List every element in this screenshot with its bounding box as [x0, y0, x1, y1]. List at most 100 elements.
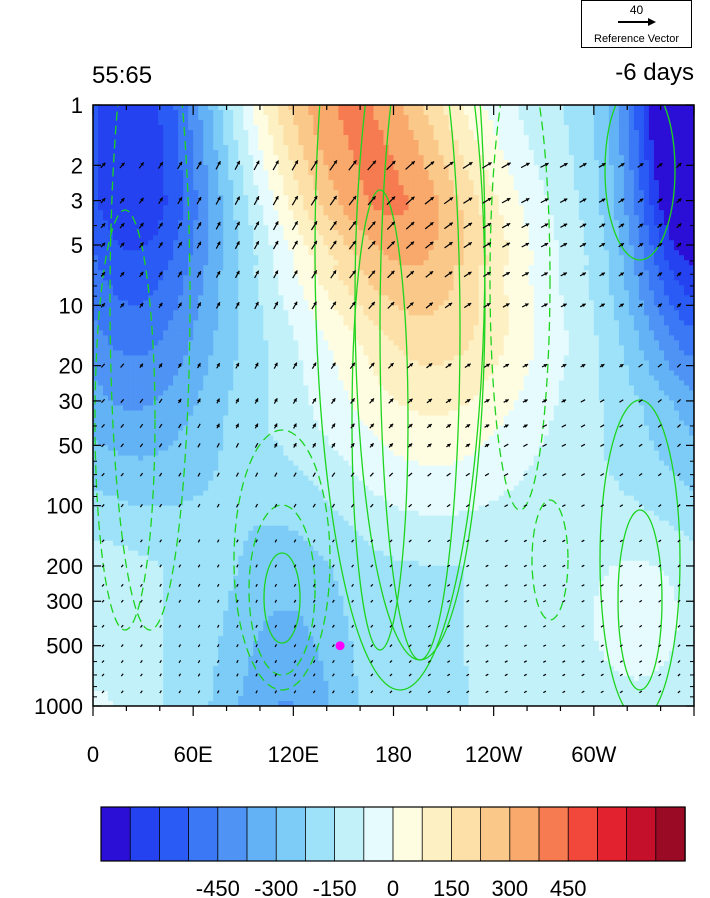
field-cell — [554, 230, 560, 236]
field-cell — [263, 180, 269, 186]
field-cell — [278, 205, 284, 211]
field-cell — [348, 210, 354, 216]
field-cell — [644, 265, 650, 271]
field-cell — [353, 310, 359, 316]
field-cell — [218, 110, 224, 116]
field-cell — [353, 120, 359, 126]
field-cell — [654, 240, 660, 246]
field-cell — [243, 285, 249, 291]
field-cell — [298, 135, 304, 141]
field-cell — [328, 125, 334, 131]
field-cell — [399, 215, 405, 221]
field-cell — [248, 250, 254, 256]
field-cell — [123, 115, 129, 121]
field-cell — [394, 290, 400, 296]
field-cell — [328, 235, 334, 241]
field-cell — [404, 160, 410, 166]
field-cell — [644, 240, 650, 246]
field-cell — [238, 130, 244, 136]
field-cell — [208, 260, 214, 266]
field-cell — [123, 150, 129, 156]
field-cell — [273, 115, 279, 121]
field-cell — [424, 230, 430, 236]
field-cell — [514, 255, 520, 261]
field-cell — [173, 130, 179, 136]
field-cell — [429, 230, 435, 236]
field-cell — [554, 160, 560, 166]
field-cell — [489, 120, 495, 126]
field-cell — [579, 250, 585, 256]
field-cell — [253, 140, 259, 146]
field-cell — [303, 160, 309, 166]
field-cell — [163, 300, 169, 306]
field-cell — [669, 305, 675, 311]
field-cell — [223, 260, 229, 266]
field-cell — [208, 305, 214, 311]
field-cell — [554, 305, 560, 311]
field-cell — [183, 240, 189, 246]
field-cell — [373, 285, 379, 291]
field-cell — [424, 140, 430, 146]
field-cell — [409, 110, 415, 116]
field-cell — [594, 110, 600, 116]
field-cell — [188, 265, 194, 271]
field-cell — [273, 190, 279, 196]
field-cell — [143, 195, 149, 201]
field-cell — [614, 255, 620, 261]
field-cell — [584, 110, 590, 116]
field-cell — [459, 210, 465, 216]
field-cell — [634, 105, 640, 111]
field-cell — [564, 120, 570, 126]
field-cell — [414, 135, 420, 141]
field-cell — [328, 285, 334, 291]
field-cell — [469, 225, 475, 231]
field-cell — [238, 140, 244, 146]
field-cell — [103, 235, 109, 241]
field-cell — [544, 280, 550, 286]
field-cell — [574, 220, 580, 226]
field-cell — [378, 165, 384, 171]
field-cell — [644, 185, 650, 191]
field-cell — [283, 300, 289, 306]
field-cell — [203, 145, 209, 151]
field-cell — [404, 215, 410, 221]
field-cell — [143, 290, 149, 296]
field-cell — [123, 140, 129, 146]
field-cell — [378, 135, 384, 141]
field-cell — [163, 305, 169, 311]
field-cell — [368, 230, 374, 236]
field-cell — [293, 235, 299, 241]
field-cell — [409, 125, 415, 131]
field-cell — [358, 220, 364, 226]
field-cell — [679, 115, 685, 121]
field-cell — [454, 255, 460, 261]
field-cell — [308, 175, 314, 181]
field-cell — [128, 310, 134, 316]
field-cell — [449, 280, 455, 286]
field-cell — [609, 205, 615, 211]
field-cell — [469, 200, 475, 206]
field-cell — [444, 295, 450, 301]
field-cell — [323, 190, 329, 196]
field-cell — [363, 150, 369, 156]
field-cell — [419, 310, 425, 316]
field-cell — [153, 200, 159, 206]
field-cell — [128, 305, 134, 311]
field-cell — [489, 140, 495, 146]
field-cell — [283, 190, 289, 196]
field-cell — [93, 125, 99, 131]
field-cell — [664, 255, 670, 261]
field-cell — [469, 110, 475, 116]
field-cell — [343, 280, 349, 286]
field-cell — [459, 120, 465, 126]
field-cell — [363, 135, 369, 141]
field-cell — [484, 130, 490, 136]
field-cell — [474, 280, 480, 286]
field-cell — [534, 195, 540, 201]
field-cell — [278, 280, 284, 286]
field-cell — [233, 185, 239, 191]
field-cell — [288, 255, 294, 261]
field-cell — [579, 120, 585, 126]
field-cell — [358, 285, 364, 291]
field-cell — [268, 185, 274, 191]
